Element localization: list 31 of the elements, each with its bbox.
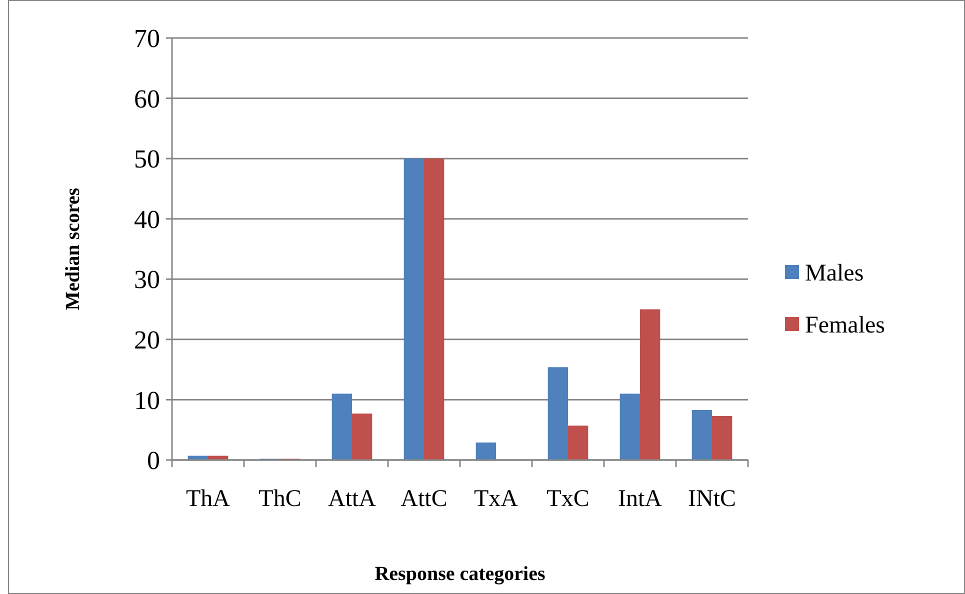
bar — [424, 158, 444, 460]
y-tick-label: 70 — [134, 24, 160, 54]
legend-label: Females — [805, 312, 885, 338]
x-tick-label: ThA — [186, 486, 231, 512]
x-tick-label: INtC — [688, 486, 736, 512]
bar — [692, 410, 712, 460]
y-tick-label: 0 — [147, 446, 160, 476]
x-tick-label: ThC — [258, 486, 302, 512]
y-tick-label: 10 — [134, 386, 160, 415]
x-axis-title: Response categories — [374, 563, 546, 585]
bar — [476, 442, 496, 460]
y-tick-label: 40 — [134, 204, 160, 234]
y-tick-label: 60 — [134, 84, 160, 114]
x-tick-label: AttA — [328, 486, 377, 512]
x-tick-label: IntA — [618, 486, 663, 512]
bar — [332, 394, 352, 460]
bar — [640, 309, 660, 460]
x-tick-label: TxA — [474, 486, 519, 512]
bar — [548, 367, 568, 460]
y-tick-label: 30 — [134, 265, 160, 294]
y-tick-label: 20 — [134, 326, 160, 355]
y-axis-title: Median scores — [62, 188, 84, 310]
y-tick-label: 50 — [134, 144, 160, 174]
bar — [568, 426, 588, 460]
bar — [712, 416, 732, 460]
bar — [404, 158, 424, 460]
x-tick-label: TxC — [546, 486, 590, 512]
bar — [620, 394, 640, 460]
legend-label: Males — [805, 260, 864, 286]
x-tick-label: AttC — [400, 486, 448, 512]
bar — [352, 414, 372, 460]
